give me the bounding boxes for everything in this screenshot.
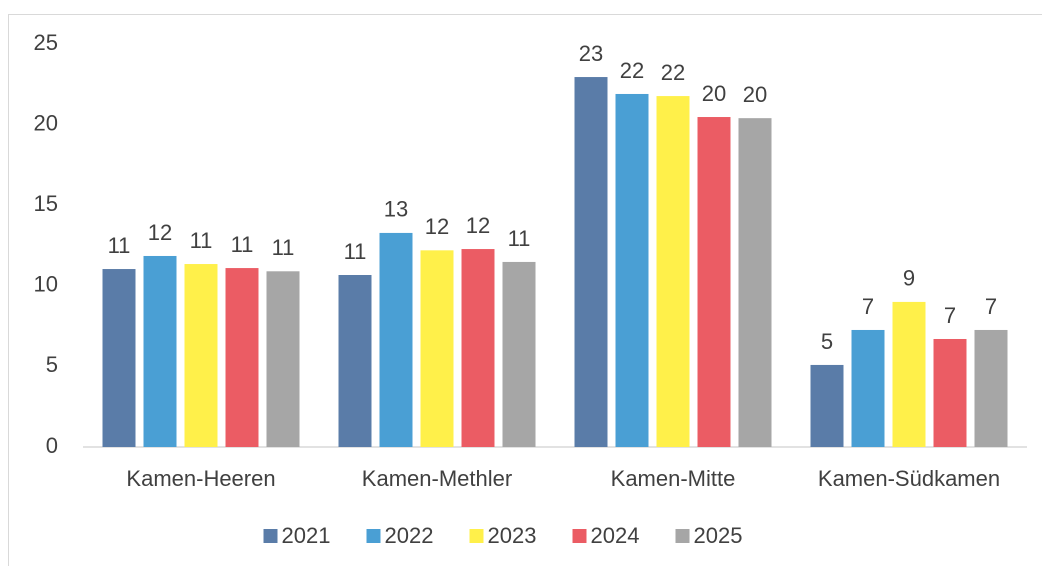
legend-swatch [469, 529, 484, 543]
bar [738, 118, 772, 447]
legend-swatch [572, 529, 587, 543]
data-label: 11 [344, 239, 367, 264]
bar [974, 329, 1008, 447]
data-label: 12 [425, 214, 449, 239]
data-label: 9 [903, 266, 915, 291]
legend-swatch [263, 529, 278, 543]
data-label: 11 [272, 235, 295, 260]
bar [810, 364, 844, 447]
bar [461, 249, 495, 447]
data-label: 5 [821, 329, 833, 354]
x-tick-label: Kamen-Heeren [126, 466, 275, 491]
y-tick-label: 20 [34, 110, 58, 135]
data-label: 22 [661, 60, 685, 85]
data-label: 12 [148, 220, 172, 245]
chart-frame [8, 14, 1042, 566]
data-label: 7 [862, 294, 874, 319]
x-tick-label: Kamen-Südkamen [818, 466, 1000, 491]
data-label: 20 [702, 81, 726, 106]
bar [338, 274, 372, 447]
data-label: 22 [620, 58, 644, 83]
bar [379, 232, 413, 447]
legend-label: 2023 [488, 523, 537, 548]
data-label: 12 [466, 213, 490, 238]
bar [892, 301, 926, 447]
x-tick-label: Kamen-Methler [362, 466, 512, 491]
data-label: 20 [743, 82, 767, 107]
data-label: 11 [508, 226, 531, 251]
bar [102, 269, 136, 447]
y-tick-label: 5 [46, 352, 58, 377]
bar [574, 77, 608, 448]
bar [933, 338, 967, 447]
y-tick-label: 25 [34, 30, 58, 55]
legend-swatch [675, 529, 690, 543]
bar [502, 261, 536, 447]
data-label: 23 [579, 41, 603, 66]
y-tick-label: 0 [46, 433, 58, 458]
bar [266, 271, 300, 447]
bar [656, 96, 690, 447]
legend-label: 2021 [282, 523, 331, 548]
data-label: 7 [944, 303, 956, 328]
bar [143, 255, 177, 447]
legend-label: 2022 [385, 523, 434, 548]
x-tick-label: Kamen-Mitte [611, 466, 736, 491]
legend-label: 2024 [591, 523, 640, 548]
y-tick-label: 15 [34, 191, 58, 216]
data-label: 11 [108, 233, 131, 258]
bar [615, 93, 649, 448]
data-label: 7 [985, 294, 997, 319]
legend-label: 2025 [694, 523, 743, 548]
data-label: 11 [190, 228, 213, 253]
legend-swatch [366, 529, 381, 543]
bar [184, 264, 218, 447]
bar [851, 329, 885, 447]
data-label: 13 [384, 197, 408, 222]
data-label: 11 [231, 232, 254, 257]
bar [420, 250, 454, 447]
bar [697, 117, 731, 448]
bar [225, 268, 259, 447]
y-tick-label: 10 [34, 272, 58, 297]
